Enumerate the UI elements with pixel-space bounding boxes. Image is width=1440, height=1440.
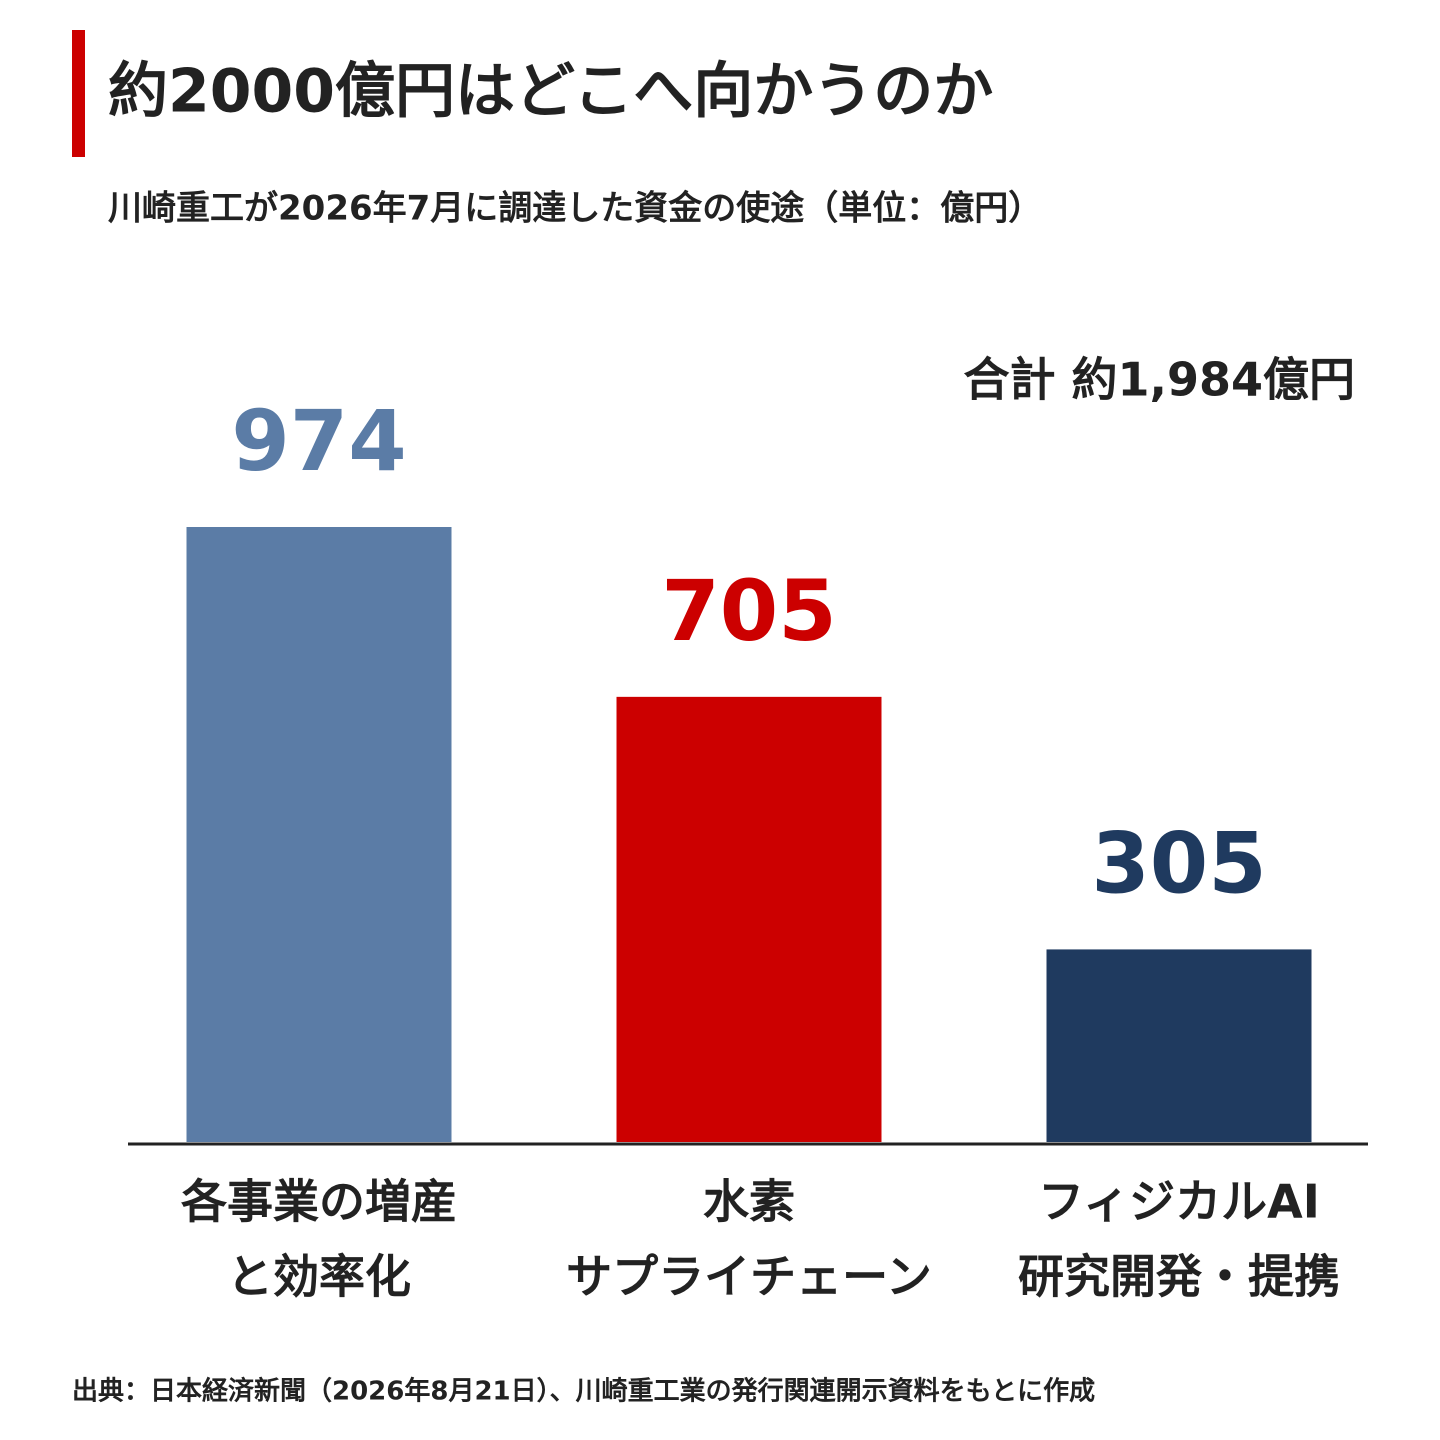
source-note: 出典：日本経済新聞（2026年8月21日）、川崎重工業の発行関連開示資料をもとに… [72, 1376, 1095, 1407]
x-tick-label: サプライチェーン [566, 1250, 932, 1304]
bar [186, 527, 452, 1142]
chart-title: 約2000億円はどこへ向かうのか [108, 57, 993, 127]
x-tick-label: フィジカルAI [1038, 1175, 1320, 1229]
x-tick-label: と効率化 [227, 1250, 411, 1304]
x-tick-label: 研究開発・提携 [1018, 1250, 1340, 1304]
value-label: 705 [661, 562, 836, 660]
title-accent [72, 30, 85, 157]
value-label: 974 [231, 392, 406, 490]
x-tick-label: 水素 [703, 1175, 795, 1229]
bar [1046, 949, 1312, 1142]
total-annotation: 合計 約1,984億円 [963, 353, 1355, 407]
value-label: 305 [1091, 814, 1266, 912]
bar [616, 696, 882, 1142]
x-tick-label: 各事業の増産 [181, 1175, 457, 1229]
chart-subtitle: 川崎重工が2026年7月に調達した資金の使途（単位：億円） [108, 189, 1042, 229]
